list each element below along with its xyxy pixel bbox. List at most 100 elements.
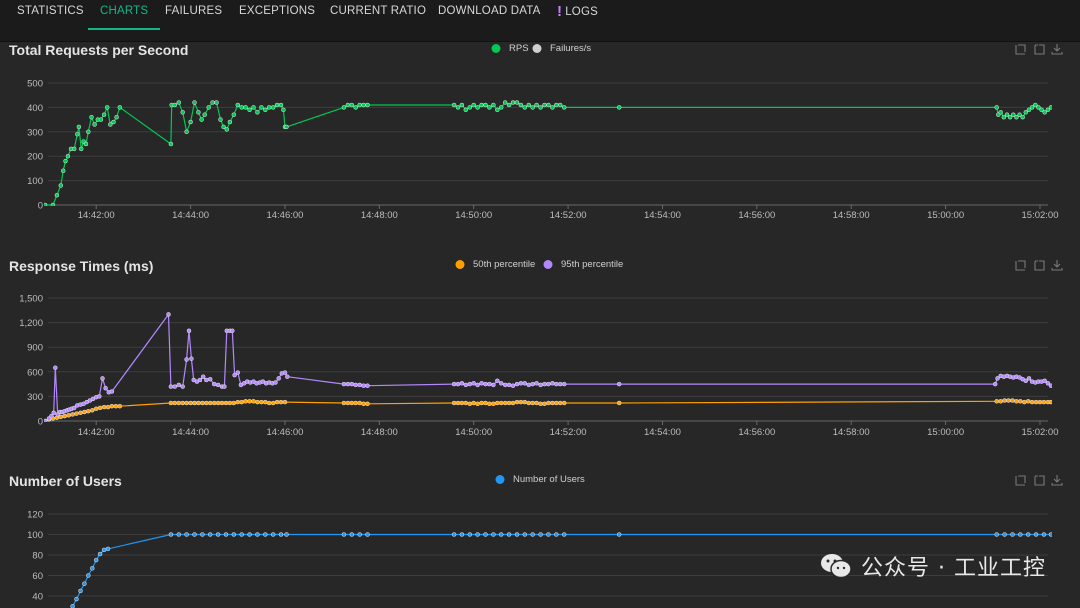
y-tick-label: 200 [27,152,43,163]
data-point [239,105,244,110]
x-tick-label: 14:54:00 [644,210,681,221]
data-point [994,399,999,404]
data-point [538,382,543,388]
zoom-icon[interactable] [1015,260,1026,271]
data-point [101,112,107,117]
data-point [506,102,512,108]
data-point [471,102,476,108]
zoom-reset-icon[interactable] [1034,44,1045,55]
y-tick-label: 900 [27,343,43,354]
y-tick-label: 60 [32,571,43,582]
data-point [510,383,516,388]
data-point [561,381,567,387]
data-point [103,385,108,391]
data-point [361,102,366,108]
data-point [1025,399,1031,404]
zoom-icon[interactable] [1015,475,1026,486]
legend-item[interactable]: 50th percentile [455,259,536,270]
legend-label: Failures/s [550,43,591,54]
save-image-icon[interactable] [1051,260,1063,271]
legend-label: RPS [509,43,529,54]
save-image-icon[interactable] [1051,475,1063,486]
data-point [93,557,99,563]
data-point [111,119,116,125]
zoom-icon[interactable] [1015,44,1026,55]
data-point [90,408,95,413]
data-point [357,102,362,108]
tab-download-data[interactable]: DOWNLOAD DATA [438,5,541,17]
x-tick-label: 15:02:00 [1022,210,1059,221]
legend-marker [532,44,542,53]
x-tick-label: 15:00:00 [927,427,964,438]
data-point [506,532,512,537]
wechat-icon [821,554,852,579]
data-point [70,604,75,608]
data-point [101,547,107,553]
tab-current-ratio[interactable]: CURRENT RATIO [330,5,427,17]
data-point [104,105,110,110]
watermark: 公众号 · 工业工控 [819,548,1046,584]
data-point [282,399,288,405]
data-point [86,408,91,414]
tab-failures[interactable]: FAILURES [165,5,223,17]
data-point [206,105,211,110]
legend-label: 95th percentile [561,259,623,270]
data-point [83,141,89,147]
data-point [357,532,362,537]
data-point [534,381,539,386]
data-point [1033,102,1038,108]
data-point [1018,399,1023,404]
data-point [1048,532,1052,537]
data-point [93,406,99,411]
data-point [276,376,281,381]
zoom-reset-icon[interactable] [1034,260,1045,271]
data-point [243,399,248,404]
data-point [86,129,91,135]
data-point [455,381,461,387]
data-point [998,110,1003,115]
zoom-reset-icon[interactable] [1034,475,1045,486]
data-point [510,100,516,105]
data-point [58,183,64,188]
data-point [176,400,182,406]
y-tick-label: 1,200 [19,318,43,329]
data-point [243,105,248,110]
data-point [109,389,115,394]
tab-charts[interactable]: CHARTS [87,0,161,30]
legend-item[interactable]: Number of Users [495,474,586,485]
data-point [200,374,206,379]
data-point [1010,398,1015,403]
data-point [255,532,260,537]
legend-item[interactable]: 95th percentile [543,259,624,270]
series-50th-percentile [44,398,1052,422]
data-point [357,382,362,388]
data-point [561,532,567,537]
data-point [186,328,192,334]
x-tick-label: 14:42:00 [78,210,115,221]
chart-2: Response Times (ms) 50th percentile 95th p… [9,258,1063,438]
legend-item[interactable]: RPS [491,43,529,54]
save-image-icon[interactable] [1051,44,1063,55]
data-point [557,381,563,387]
y-tick-label: 80 [32,551,43,562]
data-point [1023,110,1029,115]
data-point [467,532,473,537]
data-point [196,110,201,115]
data-point [231,400,237,406]
y-tick-label: 100 [27,530,43,541]
data-point [467,381,473,387]
y-tick-label: 500 [27,79,43,90]
data-point [278,102,284,108]
tab-statistics[interactable]: STATISTICS [17,5,84,17]
tab-exceptions[interactable]: EXCEPTIONS [239,5,316,17]
data-point [49,413,54,419]
data-point [1023,378,1029,384]
data-point [199,117,204,122]
tab-logs[interactable]: ! LOGS [557,0,598,30]
chart-toolbox [1015,260,1063,271]
legend-item[interactable]: Failures/s [532,43,592,54]
data-point [459,400,465,406]
data-point [349,532,355,537]
data-point [459,102,465,108]
data-point [467,105,473,110]
